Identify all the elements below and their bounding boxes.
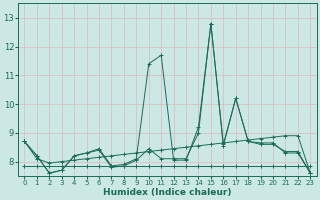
X-axis label: Humidex (Indice chaleur): Humidex (Indice chaleur) (103, 188, 232, 197)
